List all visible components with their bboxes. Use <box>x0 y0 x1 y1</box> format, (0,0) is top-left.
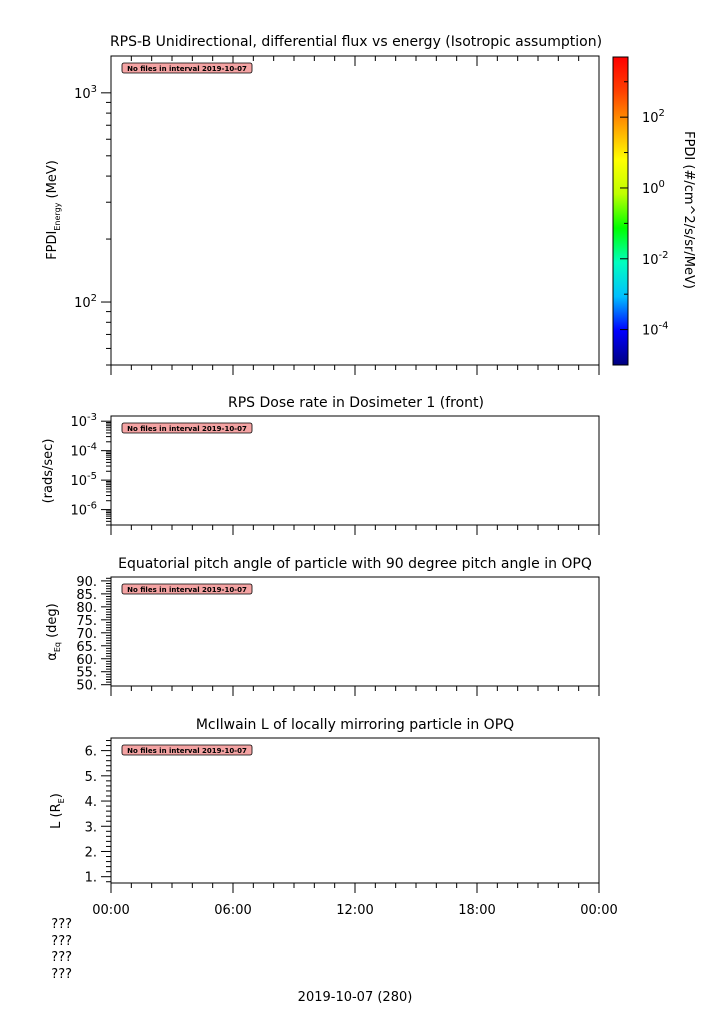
y-axis-dose: 10-6 10-5 10-4 10-3 <box>70 412 111 526</box>
date-label: 2019-10-07 (280) <box>298 990 413 1005</box>
y-tick-label: 1. <box>85 871 97 886</box>
y-tick-label: 50. <box>76 679 97 694</box>
y-axis-label-pitch: αEq (deg) <box>45 603 62 661</box>
y-axis-label-dose: (rads/sec) <box>41 439 56 504</box>
ephemeris-row: ??? <box>51 934 72 949</box>
y-tick-label: 5. <box>85 770 97 785</box>
no-data-badge: No files in interval 2019-10-07 <box>121 744 253 756</box>
panel-pitch-angle-title: Equatorial pitch angle of particle with … <box>118 556 592 572</box>
y-tick-label: 55. <box>76 666 97 681</box>
y-tick-label: 60. <box>76 653 97 668</box>
ephemeris-row: ??? <box>51 967 72 982</box>
time-tick-label: 06:00 <box>214 903 251 918</box>
no-data-badge: No files in interval 2019-10-07 <box>121 62 253 74</box>
no-data-message: No files in interval 2019-10-07 <box>127 586 247 594</box>
no-data-message: No files in interval 2019-10-07 <box>127 65 247 73</box>
colorbar-ticks: 10-4 10-2 100 102 <box>620 81 669 366</box>
y-tick-label: 4. <box>85 795 97 810</box>
panel-flux-energy-title: RPS-B Unidirectional, differential flux … <box>110 34 602 50</box>
colorbar: 10-4 10-2 100 102 FPDI (#/cm^2/s/sr/MeV) <box>612 56 696 366</box>
ephemeris-rows: ??? ??? ??? ??? <box>51 917 72 982</box>
time-tick-label: 00:00 <box>92 903 129 918</box>
colorbar-tick-label: 102 <box>642 108 665 126</box>
ephemeris-row: ??? <box>51 917 72 932</box>
x-axis-l <box>110 883 600 893</box>
panel-pitch-angle: Equatorial pitch angle of particle with … <box>45 556 600 696</box>
plot-frame-l <box>110 737 600 884</box>
panel-mcilwain-l: McIlwain L of locally mirroring particle… <box>49 717 600 893</box>
no-data-badge: No files in interval 2019-10-07 <box>121 422 253 434</box>
colorbar-label: FPDI (#/cm^2/s/sr/MeV) <box>681 131 696 289</box>
y-tick-label: 10-5 <box>70 471 97 489</box>
time-tick-label: 12:00 <box>336 903 373 918</box>
ephemeris-row: ??? <box>51 950 72 965</box>
y-tick-label: 6. <box>85 745 97 760</box>
x-axis-flux <box>110 56 600 375</box>
y-axis-pitch: 50.55.60.65.70.75.80.85.90. <box>76 575 111 694</box>
panel-dose-rate: RPS Dose rate in Dosimeter 1 (front) 10-… <box>41 395 600 535</box>
no-data-badge: No files in interval 2019-10-07 <box>121 583 253 595</box>
colorbar-scale <box>612 56 629 366</box>
y-tick-label: 10-4 <box>70 442 97 460</box>
y-tick-label: 90. <box>76 575 97 590</box>
time-tick-label: 18:00 <box>458 903 495 918</box>
panel-flux-energy: RPS-B Unidirectional, differential flux … <box>45 34 602 375</box>
colorbar-tick-label: 10-4 <box>642 321 669 339</box>
no-data-message: No files in interval 2019-10-07 <box>127 747 247 755</box>
y-axis-label-flux: FPDIEnergy (MeV) <box>45 160 62 260</box>
y-tick-label: 10-3 <box>70 412 97 430</box>
colorbar-tick-label: 100 <box>642 179 665 197</box>
time-axis-labels: 00:00 06:00 12:00 18:00 00:00 <box>92 903 617 918</box>
y-tick-label: 2. <box>85 845 97 860</box>
panel-dose-rate-title: RPS Dose rate in Dosimeter 1 (front) <box>228 395 484 411</box>
y-tick-label: 70. <box>76 627 97 642</box>
y-tick-label: 80. <box>76 601 97 616</box>
x-axis-pitch <box>110 686 600 696</box>
y-tick-label: 102 <box>74 293 97 311</box>
no-data-message: No files in interval 2019-10-07 <box>127 425 247 433</box>
y-tick-label: 103 <box>74 84 97 102</box>
y-tick-label: 85. <box>76 588 97 603</box>
plot-frame-flux <box>110 55 600 366</box>
y-axis-l: 1. 2. 3. 4. 5. 6. <box>85 740 111 886</box>
y-tick-label: 65. <box>76 640 97 655</box>
y-axis-label-l: L (RE) <box>49 793 66 829</box>
y-tick-label: 3. <box>85 820 97 835</box>
time-tick-label: 00:00 <box>580 903 617 918</box>
colorbar-tick-label: 10-2 <box>642 250 669 268</box>
x-axis-dose <box>110 525 600 535</box>
y-tick-label: 75. <box>76 614 97 629</box>
y-tick-label: 10-6 <box>70 501 97 519</box>
y-axis-flux: 102 103 <box>74 84 111 366</box>
panel-mcilwain-l-title: McIlwain L of locally mirroring particle… <box>196 717 514 733</box>
